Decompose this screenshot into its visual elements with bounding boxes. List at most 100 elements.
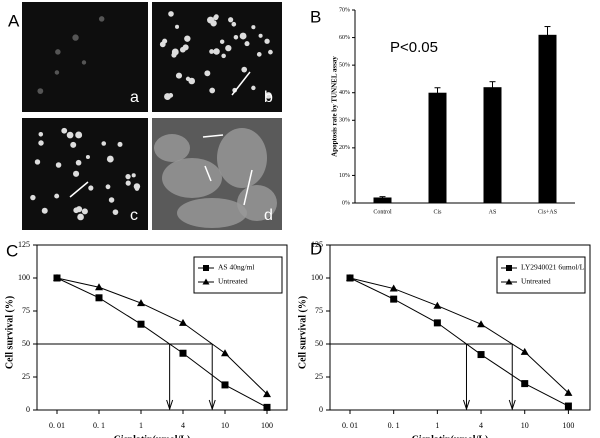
panel-label: D	[310, 239, 322, 258]
y-tick-label: 0	[26, 405, 30, 414]
arrow	[231, 71, 251, 96]
cell	[73, 207, 80, 214]
cell	[213, 48, 220, 55]
cell	[54, 193, 60, 199]
y-tick-label: 0	[319, 405, 323, 414]
legend-label: Untreated	[521, 277, 551, 286]
y-tick-label: 100	[311, 273, 323, 282]
series-line	[56, 277, 268, 395]
x-tick-label: 0. 1	[388, 421, 400, 430]
cell	[221, 53, 226, 59]
cell	[168, 93, 174, 98]
x-tick-label: 4	[479, 421, 483, 430]
cell	[265, 92, 272, 99]
arrow	[204, 165, 212, 182]
y-tick-label: 125	[311, 240, 323, 249]
cell	[54, 70, 60, 75]
marker	[477, 351, 485, 359]
series-line	[56, 277, 268, 408]
panel-label: A	[8, 11, 20, 30]
y-axis-label: Cell survival (%)	[297, 296, 308, 369]
marker	[521, 380, 529, 388]
cell	[38, 132, 44, 137]
y-tick-label: 20%	[339, 145, 350, 151]
cell	[61, 127, 68, 134]
y-tick-label: 75	[22, 306, 30, 315]
cell	[34, 159, 41, 165]
series-line	[349, 277, 569, 394]
legend-marker	[202, 278, 210, 285]
cell	[125, 173, 131, 180]
cell-blob	[217, 128, 267, 188]
y-tick-label: 100	[18, 273, 30, 282]
cell	[106, 155, 114, 163]
y-tick-label: 50%	[339, 63, 350, 69]
cell	[233, 35, 239, 40]
cell	[88, 185, 94, 191]
x-tick-label: 10	[221, 421, 229, 430]
x-tick-label: 4	[181, 421, 185, 430]
cell	[81, 60, 87, 65]
cell	[175, 24, 180, 29]
x-tick-label: 1	[435, 421, 439, 430]
marker	[179, 349, 187, 357]
legend-box	[193, 256, 283, 294]
y-tick-label: 125	[18, 240, 30, 249]
marker	[346, 274, 354, 281]
cell	[209, 87, 216, 94]
y-tick-label: 10%	[339, 173, 350, 179]
image-label: b	[264, 89, 273, 106]
cell	[251, 25, 256, 30]
marker	[95, 294, 103, 302]
cell-blob	[162, 158, 222, 198]
marker	[53, 274, 61, 281]
marker	[221, 381, 229, 389]
x-tick-label: Cis	[433, 209, 442, 215]
cell	[219, 39, 225, 44]
micrograph	[22, 2, 148, 112]
cell	[75, 131, 83, 139]
marker	[221, 349, 229, 357]
cell	[41, 207, 48, 214]
y-axis-label: Cell survival (%)	[4, 296, 15, 369]
cell	[55, 162, 62, 168]
image-label: d	[264, 207, 273, 224]
legend-marker	[506, 265, 512, 271]
cell	[182, 44, 189, 51]
marker	[564, 402, 572, 410]
plot-frame	[36, 244, 288, 411]
marker	[263, 403, 271, 411]
y-tick-label: 50	[22, 339, 30, 348]
legend-marker	[505, 278, 513, 285]
cell	[75, 159, 82, 166]
cell	[108, 197, 115, 203]
cell	[72, 34, 79, 41]
annotation: P<0.05	[390, 39, 438, 56]
cell	[73, 170, 80, 177]
x-tick-label: 10	[521, 421, 529, 430]
arrow	[243, 169, 253, 206]
legend-label: AS 40ng/ml	[218, 263, 254, 272]
image-label: c	[130, 207, 138, 224]
cell	[37, 88, 44, 94]
marker	[263, 390, 271, 398]
cell	[81, 208, 88, 215]
micrographs: a b c d	[22, 2, 282, 230]
bar	[538, 34, 557, 203]
x-tick-label: 1	[139, 421, 143, 430]
y-tick-label: 70%	[339, 7, 350, 13]
cell	[209, 49, 214, 54]
series-line	[349, 277, 569, 407]
cell	[85, 154, 90, 160]
marker	[137, 320, 145, 328]
x-tick-label: 0. 01	[342, 421, 358, 430]
x-tick-label: 0. 1	[93, 421, 105, 430]
cell	[264, 38, 270, 44]
x-tick-label: 0. 01	[49, 421, 65, 430]
cell	[112, 209, 119, 215]
bar	[428, 92, 447, 203]
cell	[168, 11, 174, 17]
y-tick-label: 30%	[339, 118, 350, 124]
marker	[433, 301, 442, 309]
